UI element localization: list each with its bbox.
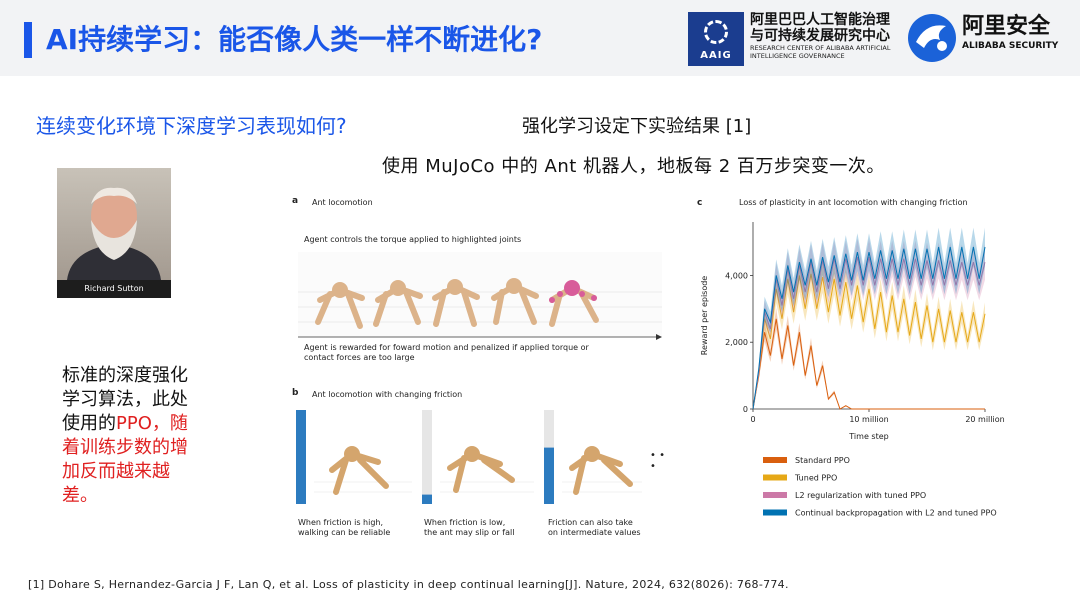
- friction-bar-2-track: [422, 410, 432, 504]
- legend-label-0: Standard PPO: [795, 456, 850, 465]
- security-name-cn: 阿里安全: [962, 14, 1051, 39]
- legend-label-3: Continual backpropagation with L2 and tu…: [795, 509, 997, 518]
- aaig-name-cn: 阿里巴巴人工智能治理与可持续发展研究中心: [750, 12, 890, 44]
- ant-figure: a Ant locomotion Agent controls the torq…: [290, 192, 665, 542]
- reward-chart-svg: c Loss of plasticity in ant locomotion wi…: [697, 198, 1005, 518]
- description-text: 标准的深度强化学习算法，此处使用的PPO，随着训练步数的增加反而越来越差。: [62, 364, 202, 508]
- chart-y-label: Reward per episode: [700, 276, 709, 356]
- series-line-0: [752, 318, 985, 410]
- x-tick-label-1: 10 million: [849, 415, 888, 424]
- panel-b-ellipsis: • • •: [650, 450, 665, 472]
- friction-caption-2-line-1: When friction is low,: [424, 518, 506, 527]
- header-bar: AI持续学习：能否像人类一样不断进化? AAIG 阿里巴巴人工智能治理与可持续发…: [0, 0, 1080, 76]
- slide-title: AI持续学习：能否像人类一样不断进化?: [46, 23, 543, 56]
- panel-a-label: a: [292, 196, 299, 206]
- highlighted-ant-body: [564, 280, 580, 296]
- series-band-2: [753, 238, 985, 409]
- ant-figure-graphics: [296, 252, 662, 504]
- panel-b-title: Ant locomotion with changing friction: [312, 390, 463, 399]
- y-tick-label-0: 0: [743, 405, 748, 414]
- series-band-3: [753, 227, 985, 409]
- result-subtitle: 使用 MuJoCo 中的 Ant 机器人，地板每 2 百万步突变一次。: [382, 156, 885, 177]
- legend-label-1: Tuned PPO: [794, 474, 837, 483]
- friction-bar-2-fill: [422, 494, 432, 504]
- chart-x-label: Time step: [848, 432, 888, 441]
- panel-a-ants: [315, 282, 599, 329]
- alibaba-security-logo-icon: [908, 14, 956, 62]
- panel-a-ant-bodies: [332, 278, 522, 298]
- friction-caption-2-line-2: the ant may slip or fall: [424, 528, 515, 537]
- aaig-logo-label: AAIG: [700, 50, 732, 61]
- aaig-name: 阿里巴巴人工智能治理与可持续发展研究中心 RESEARCH CENTER OF …: [750, 12, 900, 60]
- legend-swatch-3: [763, 509, 787, 516]
- y-tick-label-1: 2,000: [725, 338, 748, 347]
- friction-caption-3-line-1: Friction can also take: [548, 518, 633, 527]
- friction-bar-1-fill: [296, 410, 306, 504]
- question-heading: 连续变化环境下深度学习表现如何?: [36, 114, 347, 138]
- portrait-photo: Richard Sutton: [57, 168, 171, 298]
- legend-swatch-0: [763, 457, 787, 463]
- reward-chart: c Loss of plasticity in ant locomotion wi…: [695, 192, 1025, 532]
- panel-b-label: b: [292, 388, 299, 398]
- aaig-logo: AAIG: [688, 12, 744, 66]
- chart-panel-label: c: [697, 198, 702, 208]
- highlighted-joints: [549, 291, 597, 303]
- title-accent-bar: [24, 22, 32, 58]
- legend-label-2: L2 regularization with tuned PPO: [795, 491, 926, 500]
- citation: [1] Dohare S, Hernandez-Garcia J F, Lan …: [28, 578, 789, 591]
- x-tick-label-0: 0: [750, 415, 755, 424]
- legend-swatch-1: [763, 474, 787, 481]
- security-name-en: ALIBABA SECURITY: [962, 41, 1059, 51]
- friction-bar-3-fill: [544, 447, 554, 504]
- friction-caption-1-line-1: When friction is high,: [298, 518, 384, 527]
- panel-a-bottom-text-2: contact forces are too large: [304, 353, 415, 362]
- panel-b-graphics: [296, 410, 642, 504]
- panel-a-title: Ant locomotion: [312, 198, 373, 207]
- friction-caption-3-line-2: on intermediate values: [548, 528, 641, 537]
- description-normal: 标准的深度强化学习算法，此处使用的: [62, 365, 188, 434]
- aaig-ring-icon: [704, 20, 728, 44]
- x-tick-label-2: 20 million: [965, 415, 1004, 424]
- y-tick-label-2: 4,000: [725, 271, 748, 280]
- portrait-figure-icon: [67, 187, 161, 280]
- panel-a-bottom-text-1: Agent is rewarded for foward motion and …: [304, 343, 589, 352]
- aaig-name-en: RESEARCH CENTER OF ALIBABA ARTIFICIAL IN…: [750, 44, 891, 60]
- series-band-0: [753, 308, 985, 409]
- alibaba-security-name: 阿里安全 ALIBABA SECURITY: [962, 14, 1072, 52]
- chart-title: Loss of plasticity in ant locomotion wit…: [739, 198, 968, 207]
- result-title: 强化学习设定下实验结果 [1]: [522, 116, 752, 137]
- series-line-3: [752, 246, 986, 410]
- photo-caption: Richard Sutton: [57, 280, 171, 298]
- description-highlight: PPO，随着训练步数的增加反而越来越差。: [62, 413, 188, 506]
- series-line-1: [752, 273, 986, 410]
- series-band-1: [753, 257, 985, 409]
- panel-a-floor: [298, 252, 662, 340]
- friction-caption-1-line-2: walking can be reliable: [298, 528, 391, 537]
- series-line-2: [752, 256, 986, 410]
- legend-swatch-2: [763, 492, 787, 498]
- panel-a-top-text: Agent controls the torque applied to hig…: [304, 235, 522, 244]
